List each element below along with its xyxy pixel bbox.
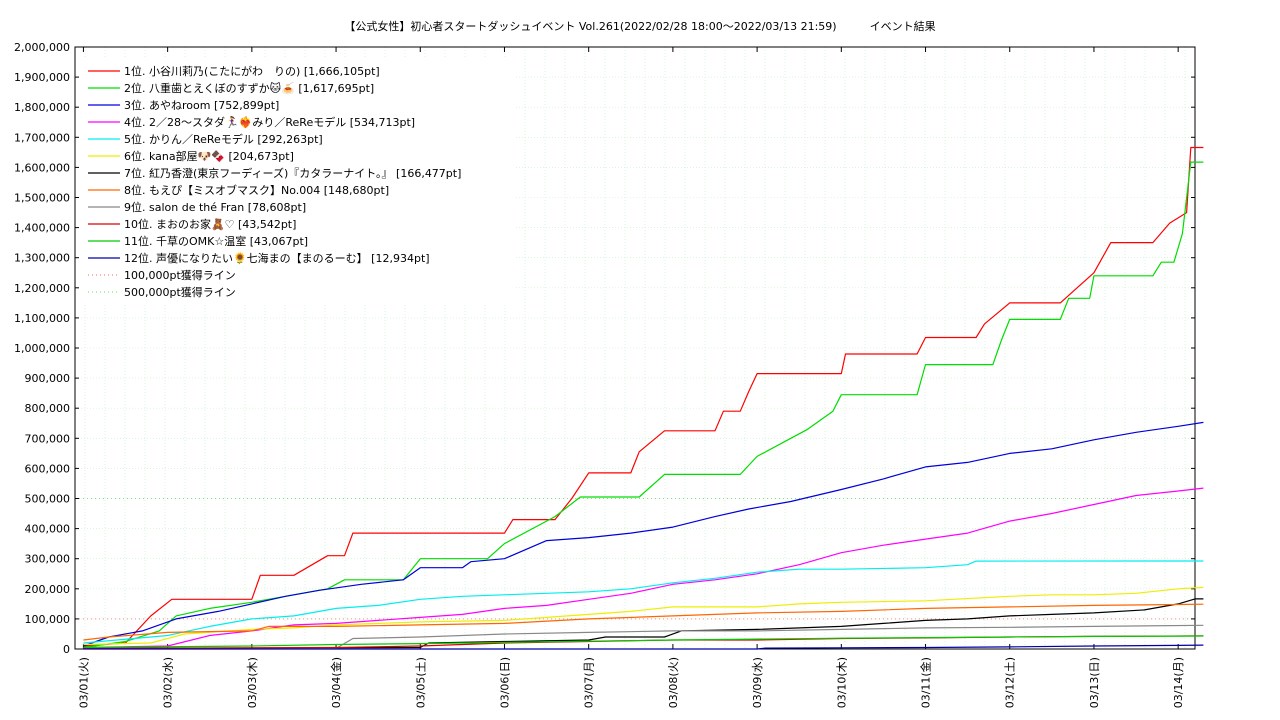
x-tick-label: 03/04(金) (329, 657, 343, 708)
legend-label: 4位. 2／28〜スタダ🏃‍♀️❤️‍🔥みり／ReReモデル [534,713p… (124, 115, 415, 129)
x-tick-label: 03/09(水) (751, 657, 764, 708)
x-tick-label: 03/11(金) (919, 657, 933, 708)
x-tick-label: 03/10(木) (835, 657, 848, 708)
y-tick-label: 1,600,000 (14, 161, 70, 174)
y-tick-label: 900,000 (25, 372, 71, 385)
legend-box (80, 58, 515, 303)
series-lines (83, 146, 1204, 650)
series-line-6 (83, 586, 1204, 646)
y-axis-ticks: 0 100,000 200,000 300,000 400,000 500,000 600,… (14, 41, 1195, 656)
series-line-12 (83, 644, 1204, 650)
series-line-9 (83, 624, 1204, 649)
series-line-8 (83, 603, 1204, 641)
x-tick-label: 03/08(火) (667, 657, 680, 708)
legend-label: 500,000pt獲得ライン (124, 286, 236, 299)
legend-label: 5位. かりん／ReReモデル [292,263pt] (124, 132, 323, 146)
legend-label: 100,000pt獲得ライン (124, 269, 236, 282)
x-tick-label: 03/12(土) (1004, 657, 1017, 708)
y-tick-label: 400,000 (25, 523, 71, 536)
x-tick-label: 03/06(日) (498, 657, 511, 708)
x-tick-label: 03/02(水) (162, 657, 175, 708)
y-tick-label: 600,000 (25, 462, 71, 475)
grid-lines (75, 47, 1195, 649)
reference-lines (75, 498, 1195, 620)
y-tick-label: 500,000 (25, 493, 71, 506)
x-tick-label: 03/05(土) (414, 657, 427, 708)
y-tick-label: 1,000,000 (14, 342, 70, 355)
series-line-5 (83, 560, 1204, 644)
y-tick-label: 1,700,000 (14, 131, 70, 144)
legend-label: 8位. もえぴ【ミスオブマスク】No.004 [148,680pt] (124, 183, 389, 197)
x-tick-label: 03/01(火) (77, 657, 90, 708)
chart-title: 【公式女性】初心者スタートダッシュイベント Vol.261(2022/02/28… (344, 20, 936, 33)
y-tick-label: 1,100,000 (14, 312, 70, 325)
y-tick-label: 1,200,000 (14, 282, 70, 295)
y-tick-label: 300,000 (25, 553, 71, 566)
legend-label: 3位. あやねroom [752,899pt] (124, 98, 279, 112)
series-line-1 (83, 146, 1204, 647)
series-line-7 (83, 598, 1204, 649)
y-tick-label: 0 (63, 643, 70, 656)
legend-label: 7位. 紅乃香澄(東京フーディーズ)『カタラーナイト。』 [166,477pt] (124, 166, 461, 180)
legend-label: 2位. 八重歯とえくぼのすずか🐱🍝 [1,617,695pt] (124, 81, 374, 95)
legend-label: 11位. 千草のOMK☆温室 [43,067pt] (124, 234, 308, 248)
legend-label: 9位. salon de thé Fran [78,608pt] (124, 200, 306, 214)
x-tick-label: 03/13(日) (1088, 657, 1101, 708)
legend: 1位. 小谷川莉乃(こたにがわ りの) [1,666,105pt] 2位. 八重歯… (80, 58, 515, 303)
legend-label: 12位. 声優になりたい🌻七海まの【まのるーむ】 [12,934pt] (124, 251, 430, 265)
y-tick-label: 100,000 (25, 613, 71, 626)
y-tick-label: 700,000 (25, 432, 71, 445)
x-tick-label: 03/03(木) (246, 657, 259, 708)
y-tick-label: 1,300,000 (14, 252, 70, 265)
y-tick-label: 1,500,000 (14, 192, 70, 205)
y-tick-label: 1,800,000 (14, 101, 70, 114)
series-line-4 (83, 487, 1204, 649)
legend-label: 1位. 小谷川莉乃(こたにがわ りの) [1,666,105pt] (124, 64, 380, 78)
series-line-3 (83, 421, 1204, 647)
y-tick-label: 1,900,000 (14, 71, 70, 84)
legend-label: 10位. まおのお家🧸♡ [43,542pt] (124, 217, 296, 231)
x-tick-label: 03/07(月) (583, 657, 596, 708)
x-tick-label: 03/14(月) (1172, 657, 1185, 708)
y-tick-label: 2,000,000 (14, 41, 70, 54)
series-line-11 (83, 635, 1204, 649)
x-axis-ticks: 03/01(火) 03/02(水) 03/03(木) 03/04(金) 03/05(土)… (77, 47, 1185, 708)
legend-label: 6位. kana部屋🐶🍫 [204,673pt] (124, 149, 294, 163)
y-tick-label: 200,000 (25, 583, 71, 596)
y-tick-label: 1,400,000 (14, 222, 70, 235)
y-tick-label: 800,000 (25, 402, 71, 415)
